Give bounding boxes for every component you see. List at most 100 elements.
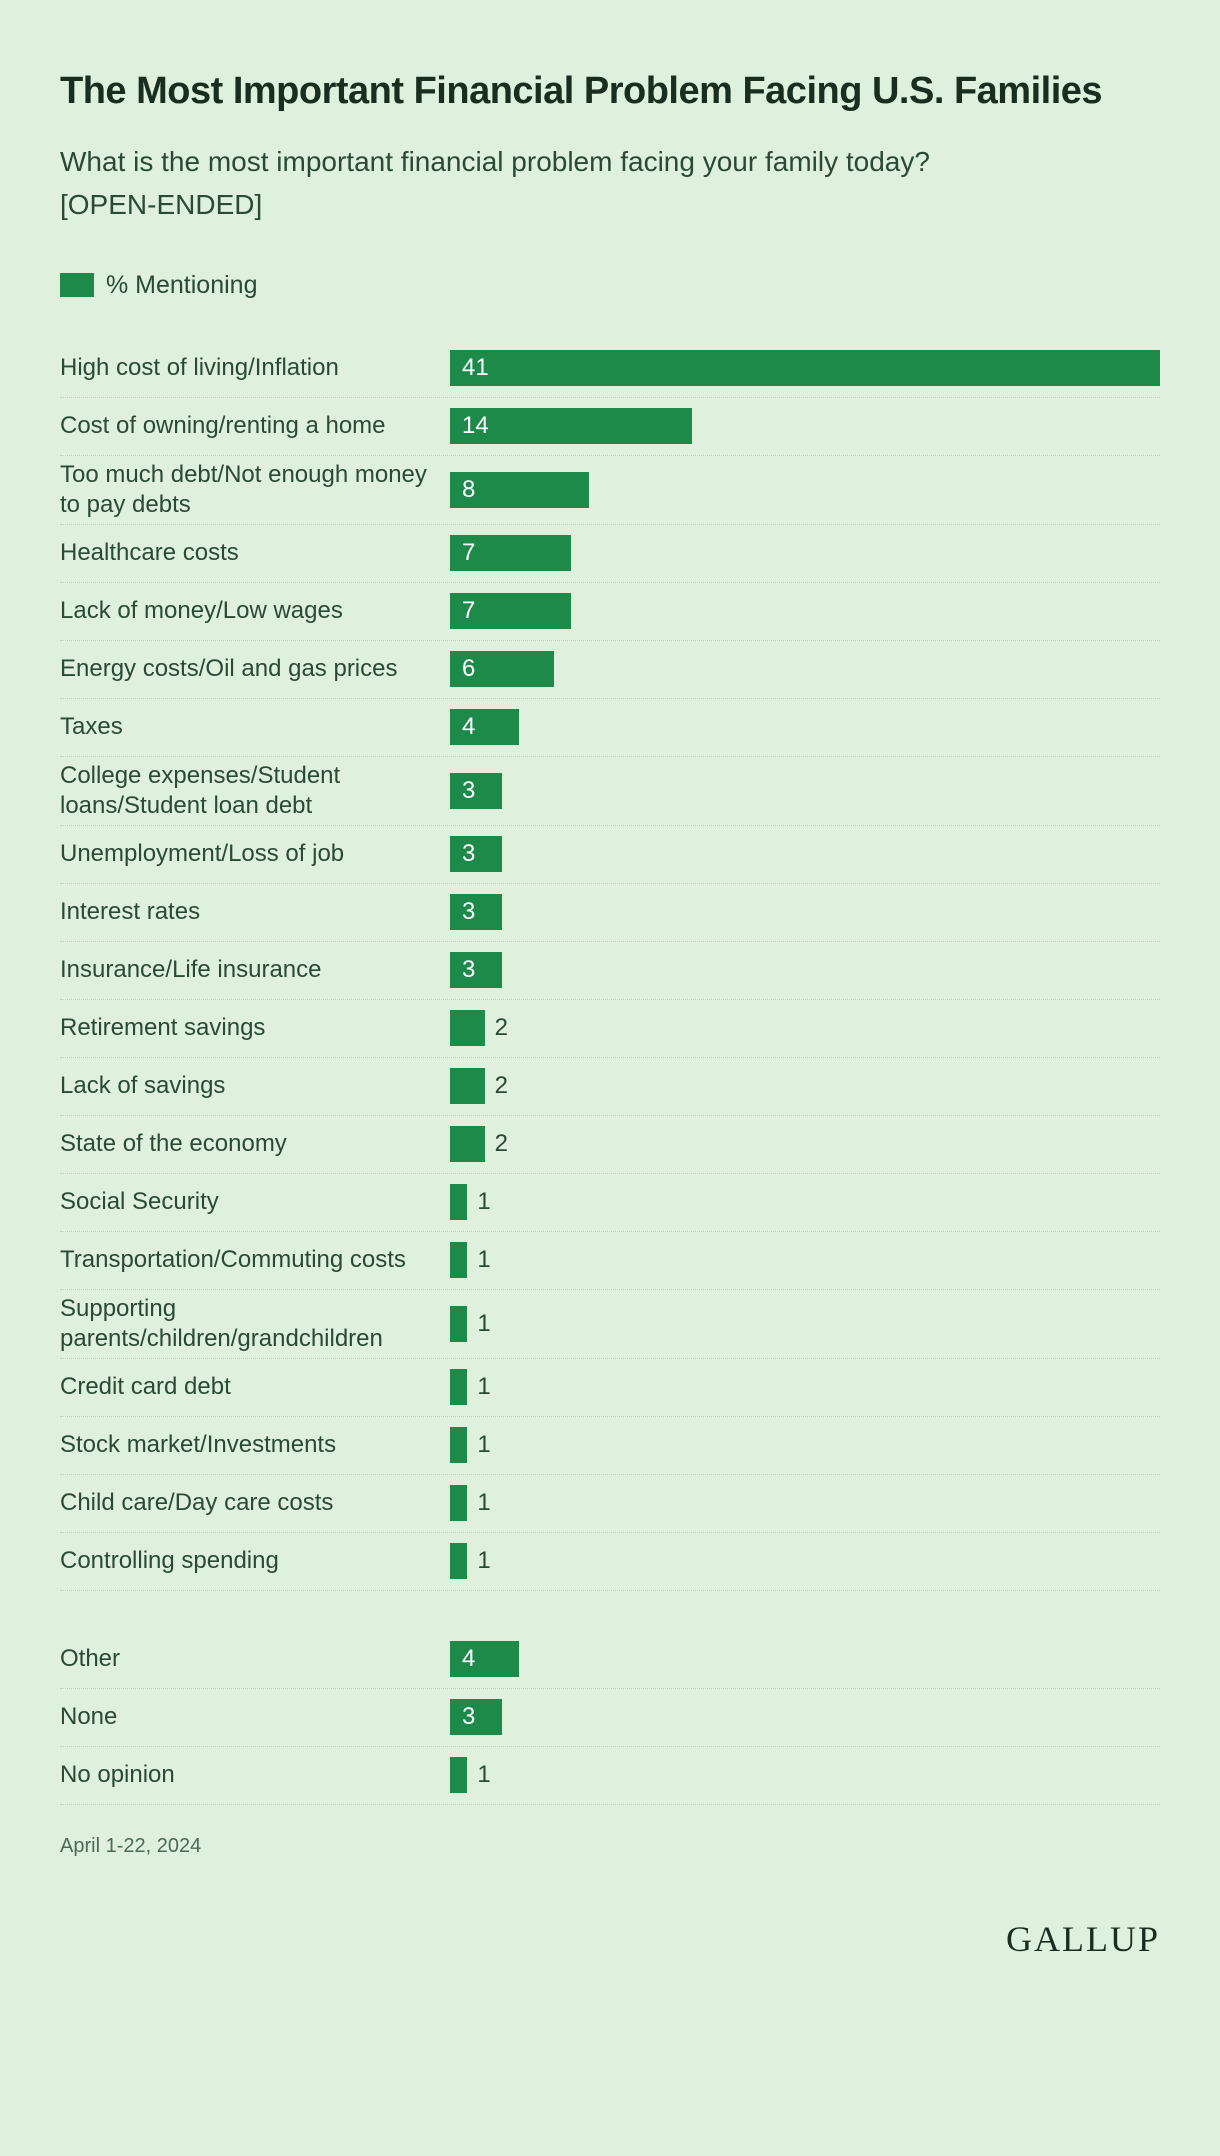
- date-note: April 1-22, 2024: [60, 1835, 1160, 1858]
- bar: [450, 1242, 467, 1278]
- bar: [450, 1068, 485, 1104]
- row-label: Insurance/Life insurance: [60, 955, 450, 985]
- row-label: Transportation/Commuting costs: [60, 1245, 450, 1275]
- row-label: High cost of living/Inflation: [60, 353, 450, 383]
- bar-cell: 1: [450, 1485, 1160, 1521]
- chart-row: Too much debt/Not enough money to pay de…: [60, 456, 1160, 525]
- row-label: Cost of owning/renting a home: [60, 411, 450, 441]
- bar-cell: 1: [450, 1757, 1160, 1793]
- chart-row: Energy costs/Oil and gas prices6: [60, 641, 1160, 699]
- bar: [450, 1369, 467, 1405]
- bar-cell: 4: [450, 1641, 1160, 1677]
- bar-value: 1: [477, 1489, 490, 1517]
- row-label: Child care/Day care costs: [60, 1488, 450, 1518]
- legend-swatch: [60, 273, 94, 297]
- row-label: Credit card debt: [60, 1372, 450, 1402]
- bar-value: 1: [477, 1246, 490, 1274]
- bar: [450, 1126, 485, 1162]
- chart-row: Supporting parents/children/grandchildre…: [60, 1290, 1160, 1359]
- chart-row: Lack of savings 2: [60, 1058, 1160, 1116]
- row-label: Interest rates: [60, 897, 450, 927]
- bar-cell: 7: [450, 593, 1160, 629]
- row-label: No opinion: [60, 1760, 450, 1790]
- bar-value: 1: [477, 1547, 490, 1575]
- bar: 3: [450, 773, 502, 809]
- bar: 6: [450, 651, 554, 687]
- bar: [450, 1306, 467, 1342]
- chart-row: Cost of owning/renting a home14: [60, 398, 1160, 456]
- bar: [450, 1184, 467, 1220]
- bar-value: 1: [477, 1310, 490, 1338]
- bar-chart: High cost of living/Inflation41Cost of o…: [60, 340, 1160, 1805]
- bar: 7: [450, 593, 571, 629]
- row-label: Lack of money/Low wages: [60, 596, 450, 626]
- row-label: Controlling spending: [60, 1546, 450, 1576]
- row-label: Lack of savings: [60, 1071, 450, 1101]
- bar-cell: 41: [450, 350, 1160, 386]
- row-label: Healthcare costs: [60, 538, 450, 568]
- bar: [450, 1485, 467, 1521]
- bar: 4: [450, 1641, 519, 1677]
- chart-row: Child care/Day care costs 1: [60, 1475, 1160, 1533]
- chart-row: State of the economy 2: [60, 1116, 1160, 1174]
- bar-cell: 3: [450, 894, 1160, 930]
- chart-row: No opinion 1: [60, 1747, 1160, 1805]
- row-label: State of the economy: [60, 1129, 450, 1159]
- bar-cell: 1: [450, 1369, 1160, 1405]
- brand-logo: GALLUP: [60, 1918, 1160, 1960]
- chart-row: Transportation/Commuting costs 1: [60, 1232, 1160, 1290]
- bar: [450, 1427, 467, 1463]
- bar-cell: 2: [450, 1068, 1160, 1104]
- bar-cell: 14: [450, 408, 1160, 444]
- bar: 3: [450, 894, 502, 930]
- chart-title: The Most Important Financial Problem Fac…: [60, 70, 1160, 113]
- bar: 4: [450, 709, 519, 745]
- row-label: Other: [60, 1644, 450, 1674]
- bar: 3: [450, 1699, 502, 1735]
- bar-cell: 2: [450, 1010, 1160, 1046]
- chart-row: Healthcare costs7: [60, 525, 1160, 583]
- chart-row: Social Security 1: [60, 1174, 1160, 1232]
- bar-cell: 8: [450, 472, 1160, 508]
- bar-cell: 2: [450, 1126, 1160, 1162]
- bar-cell: 1: [450, 1242, 1160, 1278]
- bar: [450, 1010, 485, 1046]
- open-ended-note: [OPEN-ENDED]: [60, 189, 1160, 221]
- row-label: Social Security: [60, 1187, 450, 1217]
- chart-row: Credit card debt 1: [60, 1359, 1160, 1417]
- chart-row: Controlling spending 1: [60, 1533, 1160, 1591]
- row-label: College expenses/Student loans/Student l…: [60, 761, 450, 821]
- bar: 3: [450, 952, 502, 988]
- chart-row: Insurance/Life insurance3: [60, 942, 1160, 1000]
- bar: 41: [450, 350, 1160, 386]
- bar: [450, 1757, 467, 1793]
- row-label: Retirement savings: [60, 1013, 450, 1043]
- bar-value: 2: [495, 1072, 508, 1100]
- row-label: Unemployment/Loss of job: [60, 839, 450, 869]
- bar-cell: 3: [450, 773, 1160, 809]
- chart-row: Unemployment/Loss of job3: [60, 826, 1160, 884]
- chart-row: High cost of living/Inflation41: [60, 340, 1160, 398]
- bar-cell: 1: [450, 1184, 1160, 1220]
- bar-cell: 3: [450, 1699, 1160, 1735]
- bar: 3: [450, 836, 502, 872]
- bar-cell: 3: [450, 952, 1160, 988]
- chart-subtitle: What is the most important financial pro…: [60, 143, 1160, 181]
- bar: 14: [450, 408, 692, 444]
- chart-row: Retirement savings2: [60, 1000, 1160, 1058]
- bar-cell: 4: [450, 709, 1160, 745]
- bar-value: 1: [477, 1373, 490, 1401]
- bar-value: 1: [477, 1761, 490, 1789]
- bar-value: 1: [477, 1188, 490, 1216]
- chart-row: None3: [60, 1689, 1160, 1747]
- row-label: Supporting parents/children/grandchildre…: [60, 1294, 450, 1354]
- bar-cell: 7: [450, 535, 1160, 571]
- bar-cell: 1: [450, 1306, 1160, 1342]
- row-label: Too much debt/Not enough money to pay de…: [60, 460, 450, 520]
- bar-value: 2: [495, 1130, 508, 1158]
- bar: 8: [450, 472, 589, 508]
- row-label: Energy costs/Oil and gas prices: [60, 654, 450, 684]
- bar-cell: 6: [450, 651, 1160, 687]
- row-label: Taxes: [60, 712, 450, 742]
- bar-cell: 3: [450, 836, 1160, 872]
